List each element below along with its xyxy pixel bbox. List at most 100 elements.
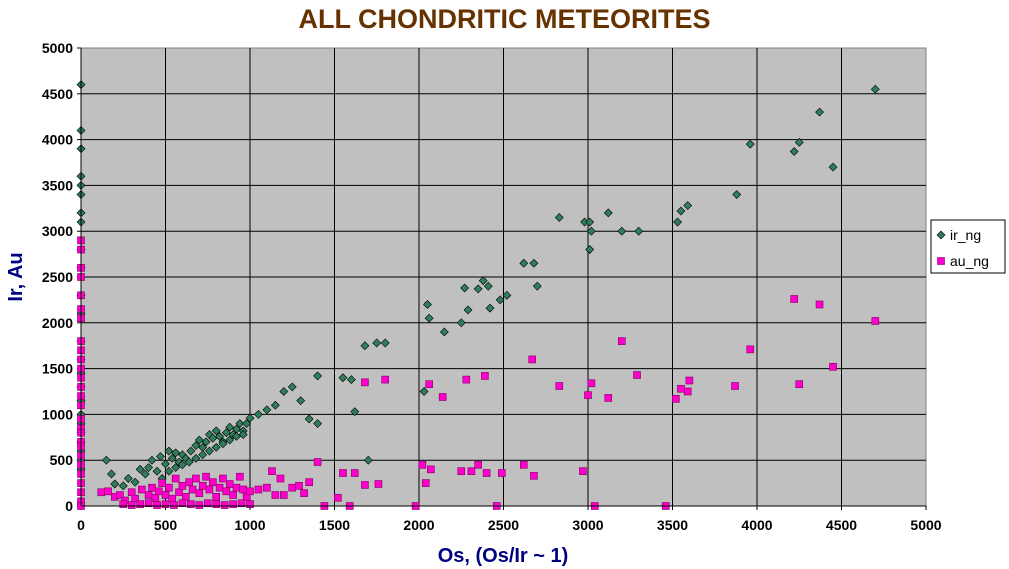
point-au_ng xyxy=(498,469,506,477)
point-au_ng xyxy=(584,391,592,399)
point-au_ng xyxy=(425,380,433,388)
point-au_ng xyxy=(181,493,190,501)
point-au_ng xyxy=(222,487,231,496)
point-au_ng xyxy=(195,501,204,509)
point-ir_ng xyxy=(683,201,693,210)
point-au_ng xyxy=(209,478,217,486)
point-au_ng xyxy=(246,487,254,496)
y-tick-label: 2500 xyxy=(42,269,73,285)
point-ir_ng xyxy=(205,446,214,456)
point-ir_ng xyxy=(152,466,162,476)
point-au_ng xyxy=(300,489,308,497)
point-au_ng xyxy=(236,472,244,481)
point-au_ng xyxy=(195,489,204,497)
point-au_ng xyxy=(198,482,207,490)
point-au_ng xyxy=(481,372,489,380)
point-au_ng xyxy=(97,488,106,497)
point-ir_ng xyxy=(363,455,373,465)
point-ir_ng xyxy=(208,433,218,443)
point-au_ng xyxy=(225,480,234,488)
data-points xyxy=(76,80,880,510)
point-au_ng xyxy=(168,494,177,503)
point-ir_ng xyxy=(338,373,348,383)
point-ir_ng xyxy=(495,295,505,305)
point-au_ng xyxy=(381,375,390,384)
point-au_ng xyxy=(138,485,146,494)
point-au_ng xyxy=(232,483,241,492)
point-ir_ng xyxy=(296,396,306,406)
point-ir_ng xyxy=(171,448,181,458)
point-au_ng xyxy=(617,337,626,345)
point-ir_ng xyxy=(211,442,221,452)
x-tick-label: 4000 xyxy=(741,517,772,533)
point-au_ng xyxy=(427,465,435,474)
point-au_ng xyxy=(288,483,297,492)
point-au_ng xyxy=(205,485,214,494)
point-au_ng xyxy=(268,467,276,475)
x-tick-label: 1000 xyxy=(234,517,265,533)
point-ir_ng xyxy=(218,439,228,449)
point-au_ng xyxy=(263,483,271,492)
point-au_ng xyxy=(746,345,755,354)
point-ir_ng xyxy=(156,452,165,461)
point-au_ng xyxy=(457,467,466,475)
point-ir_ng xyxy=(554,213,564,222)
point-ir_ng xyxy=(304,414,314,424)
point-au_ng xyxy=(467,467,476,475)
point-au_ng xyxy=(165,483,173,492)
point-ir_ng xyxy=(130,477,140,487)
legend-label-ir_ng: ir_ng xyxy=(950,227,981,243)
point-au_ng xyxy=(158,479,166,487)
point-au_ng xyxy=(685,376,694,385)
point-ir_ng xyxy=(238,430,248,439)
point-au_ng xyxy=(350,469,359,477)
point-au_ng xyxy=(229,500,237,508)
point-ir_ng xyxy=(586,226,596,236)
point-au_ng xyxy=(212,500,220,508)
x-ticks: 0 500 1000 1500 2000 2500 3000 3500 4000 4500 5000 xyxy=(77,506,942,533)
y-tick-label: 3000 xyxy=(42,223,73,239)
point-ir_ng xyxy=(424,313,434,323)
point-ir_ng xyxy=(485,303,495,313)
point-au_ng xyxy=(361,481,369,489)
x-tick-label: 5000 xyxy=(910,517,941,533)
point-au_ng xyxy=(188,485,197,494)
point-au_ng xyxy=(731,382,739,390)
chart-title: ALL CHONDRITIC METEORITES xyxy=(298,4,711,34)
x-tick-label: 2500 xyxy=(488,517,519,533)
point-ir_ng xyxy=(532,281,542,291)
point-ir_ng xyxy=(110,479,120,489)
y-tick-label: 2000 xyxy=(42,315,73,331)
point-au_ng xyxy=(672,395,680,403)
y-tick-label: 4000 xyxy=(42,132,73,148)
point-au_ng xyxy=(202,472,210,481)
point-ir_ng xyxy=(815,107,824,117)
point-au_ng xyxy=(254,485,263,494)
y-tick-label: 1500 xyxy=(42,361,73,377)
point-ir_ng xyxy=(270,400,280,410)
point-ir_ng xyxy=(198,450,208,460)
point-ir_ng xyxy=(350,407,360,417)
point-au_ng xyxy=(170,501,178,509)
point-ir_ng xyxy=(794,137,804,147)
x-axis-title: Os, (Os/Ir ~ 1) xyxy=(438,545,569,567)
point-au_ng xyxy=(528,355,537,364)
point-ir_ng xyxy=(106,469,116,479)
point-au_ng xyxy=(127,488,136,497)
point-au_ng xyxy=(604,394,613,402)
point-au_ng xyxy=(677,384,685,393)
point-ir_ng xyxy=(164,446,174,456)
point-au_ng xyxy=(871,317,880,325)
point-ir_ng xyxy=(279,387,289,396)
point-au_ng xyxy=(220,501,229,509)
point-ir_ng xyxy=(360,341,370,351)
y-axis-title: Ir, Au xyxy=(5,252,27,301)
x-tick-label: 500 xyxy=(154,517,178,533)
point-ir_ng xyxy=(287,382,297,392)
point-ir_ng xyxy=(439,327,449,337)
point-au_ng xyxy=(161,491,170,499)
point-ir_ng xyxy=(140,469,150,479)
point-au_ng xyxy=(185,478,193,486)
point-ir_ng xyxy=(144,463,154,472)
point-au_ng xyxy=(178,482,187,490)
